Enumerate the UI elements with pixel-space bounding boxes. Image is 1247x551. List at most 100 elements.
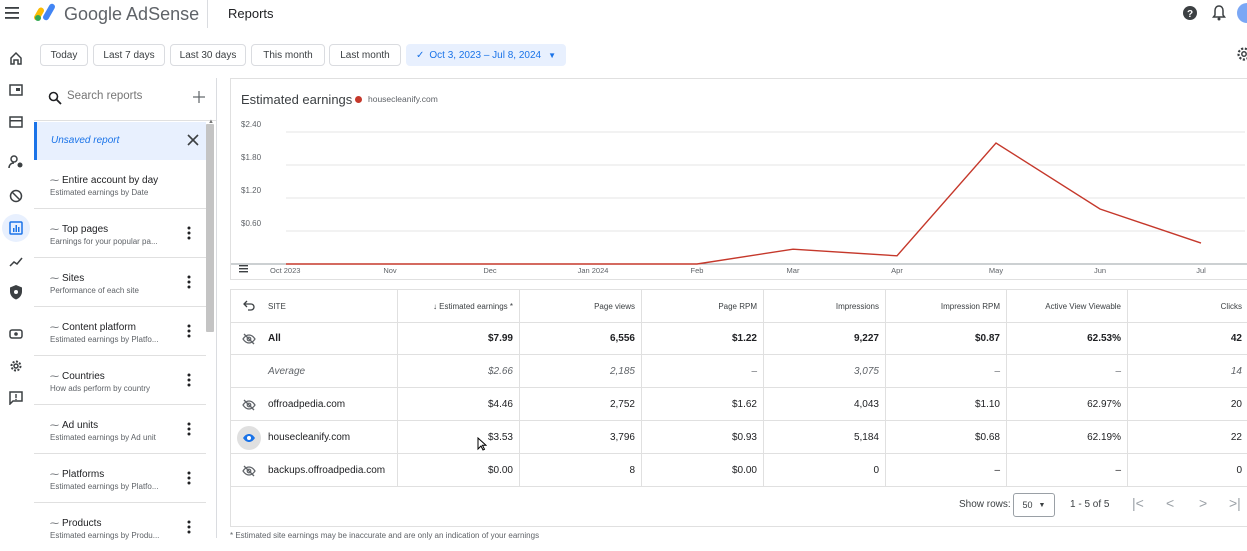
more-options-icon[interactable]	[187, 226, 191, 240]
table-cell: 5,184	[763, 422, 885, 454]
brand-name: Google AdSense	[64, 4, 199, 25]
chip-this-month[interactable]: This month	[251, 44, 325, 66]
home-icon[interactable]	[2, 44, 30, 72]
table-row-site[interactable]: housecleanify.com	[231, 422, 397, 454]
report-settings-icon[interactable]	[1236, 46, 1247, 62]
report-item-subtitle: Estimated earnings by Produ...	[50, 531, 159, 540]
column-header[interactable]: Page RPM	[641, 290, 763, 323]
sparkline-icon: ⁓	[50, 469, 59, 479]
site-name: Average	[268, 366, 305, 377]
column-header[interactable]: Impression RPM	[885, 290, 1006, 323]
report-item-products[interactable]: ⁓Products Estimated earnings by Produ...	[34, 503, 206, 551]
more-options-icon[interactable]	[187, 275, 191, 289]
more-options-icon[interactable]	[187, 324, 191, 338]
table-row-site[interactable]: All	[231, 323, 397, 355]
report-item-subtitle: Estimated earnings by Ad unit	[50, 433, 156, 442]
column-header-site[interactable]: SITE	[231, 290, 397, 323]
page-title: Reports	[228, 6, 274, 21]
y-tick-label: $0.60	[241, 219, 262, 228]
panel-scrollbar[interactable]	[206, 124, 214, 332]
notifications-icon[interactable]	[1212, 5, 1226, 21]
sparkline-icon: ⁓	[50, 224, 59, 234]
table-cell: –	[1006, 455, 1127, 487]
avatar[interactable]	[1237, 3, 1247, 23]
column-divider	[1006, 290, 1007, 487]
ads-icon[interactable]	[2, 76, 30, 104]
x-tick-label: Dec	[483, 266, 497, 275]
table-row-site[interactable]: Average	[231, 356, 397, 388]
help-icon[interactable]: ?	[1182, 5, 1198, 21]
visibility-off-icon[interactable]	[237, 327, 261, 351]
more-options-icon[interactable]	[187, 422, 191, 436]
column-header-label: SITE	[268, 302, 286, 311]
optimization-icon[interactable]	[2, 248, 30, 276]
column-header[interactable]: ↓ Estimated earnings *	[397, 290, 519, 323]
close-icon[interactable]	[187, 134, 199, 146]
menu-icon[interactable]	[5, 7, 19, 19]
settings-gear-icon[interactable]	[2, 352, 30, 380]
rows-per-page-select[interactable]: 50▼	[1013, 493, 1055, 517]
column-divider	[885, 290, 886, 487]
chart-table-toggle-icon[interactable]	[239, 265, 248, 272]
table-row-site[interactable]: offroadpedia.com	[231, 389, 397, 421]
reports-icon[interactable]	[2, 214, 30, 242]
report-item-title: ⁓Sites	[50, 273, 84, 284]
table-cell: 6,556	[519, 323, 641, 355]
more-options-icon[interactable]	[187, 373, 191, 387]
table-cell: 62.97%	[1006, 389, 1127, 421]
report-item-top-pages[interactable]: ⁓Top pages Earnings for your popular pa.…	[34, 209, 206, 258]
chip-last-7-days[interactable]: Last 7 days	[93, 44, 165, 66]
table-cell: $1.62	[641, 389, 763, 421]
privacy-messaging-icon[interactable]	[2, 148, 30, 176]
site-name: offroadpedia.com	[268, 399, 345, 410]
add-report-icon[interactable]	[192, 90, 206, 104]
chip-last-month[interactable]: Last month	[329, 44, 401, 66]
first-page-icon[interactable]: |<	[1132, 495, 1144, 511]
mouse-cursor-icon	[477, 437, 487, 451]
page-range: 1 - 5 of 5	[1070, 499, 1109, 510]
report-item-platforms[interactable]: ⁓Platforms Estimated earnings by Platfo.…	[34, 454, 206, 503]
visibility-off-icon[interactable]	[237, 393, 261, 417]
feedback-icon[interactable]	[2, 384, 30, 412]
report-item-title: ⁓Ad units	[50, 420, 98, 431]
table-cell: 3,796	[519, 422, 641, 454]
visibility-off-icon[interactable]	[237, 459, 261, 483]
report-item-content-platform[interactable]: ⁓Content platform Estimated earnings by …	[34, 307, 206, 356]
site-name: housecleanify.com	[268, 432, 350, 443]
column-header[interactable]: Impressions	[763, 290, 885, 323]
last-page-icon[interactable]: >|	[1229, 495, 1241, 511]
report-item-entire-account[interactable]: ⁓Entire account by day Estimated earning…	[34, 160, 206, 209]
visibility-on-icon[interactable]	[237, 426, 261, 450]
column-divider	[519, 290, 520, 487]
table-cell: 2,752	[519, 389, 641, 421]
sites-icon[interactable]	[2, 108, 30, 136]
column-header[interactable]: Active View Viewable	[1006, 290, 1127, 323]
payments-icon[interactable]	[2, 320, 30, 348]
column-header[interactable]: Clicks	[1127, 290, 1247, 323]
more-options-icon[interactable]	[187, 520, 191, 534]
undo-icon[interactable]	[243, 299, 255, 314]
table-row-site[interactable]: backups.offroadpedia.com	[231, 455, 397, 487]
date-range-button[interactable]: ✓ Oct 3, 2023 – Jul 8, 2024 ▼	[406, 44, 566, 66]
policy-center-icon[interactable]	[2, 278, 30, 306]
blocking-controls-icon[interactable]	[2, 182, 30, 210]
x-tick-label: Oct 2023	[270, 266, 300, 275]
report-item-sites[interactable]: ⁓Sites Performance of each site	[34, 258, 206, 307]
report-item-countries[interactable]: ⁓Countries How ads perform by country	[34, 356, 206, 405]
table-cell: $0.87	[885, 323, 1006, 355]
x-tick-label: Nov	[383, 266, 397, 275]
table-cell: 9,227	[763, 323, 885, 355]
search-input[interactable]	[67, 90, 187, 102]
report-item-title: ⁓Content platform	[50, 322, 136, 333]
more-options-icon[interactable]	[187, 471, 191, 485]
column-header[interactable]: Page views	[519, 290, 641, 323]
unsaved-report-item[interactable]: Unsaved report	[34, 122, 206, 160]
dropdown-arrow-icon: ▼	[548, 51, 556, 60]
report-item-ad-units[interactable]: ⁓Ad units Estimated earnings by Ad unit	[34, 405, 206, 454]
chip-today[interactable]: Today	[40, 44, 88, 66]
next-page-icon[interactable]: >	[1199, 495, 1207, 511]
chip-last-30-days[interactable]: Last 30 days	[170, 44, 246, 66]
prev-page-icon[interactable]: <	[1166, 495, 1174, 511]
